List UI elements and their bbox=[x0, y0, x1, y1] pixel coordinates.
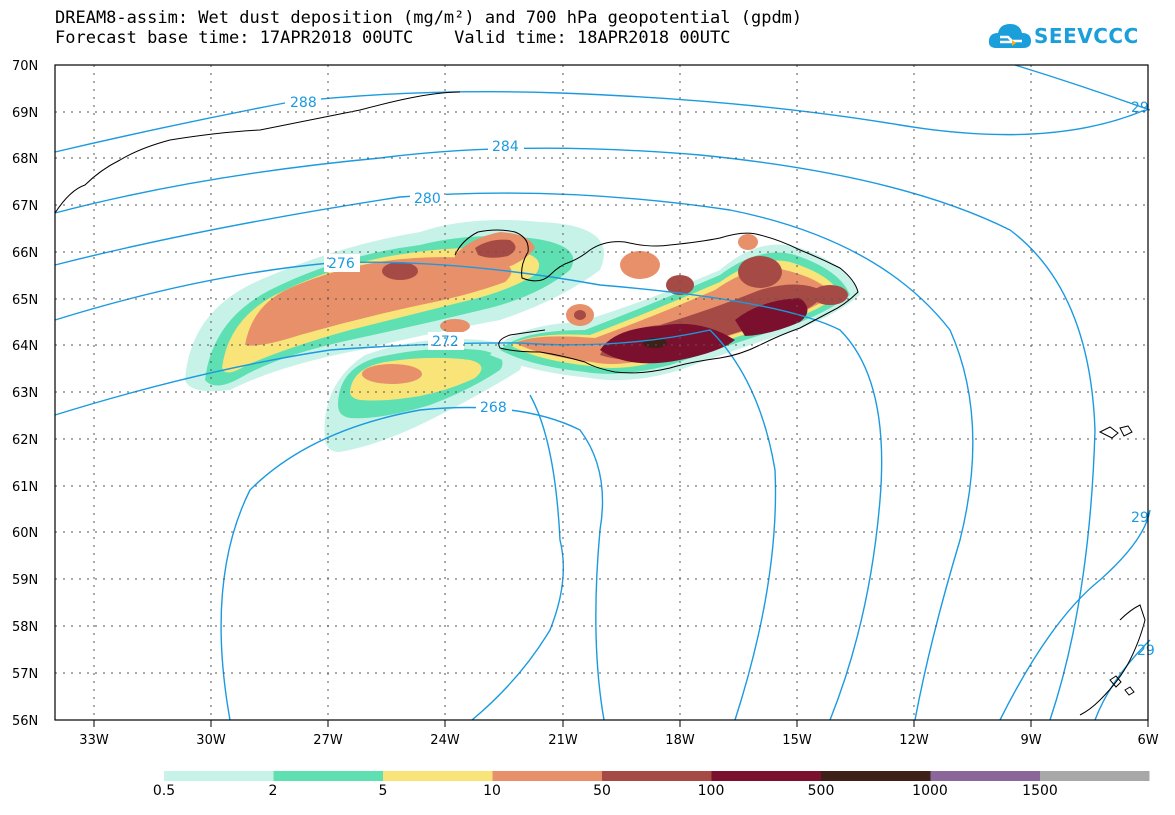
tick-marks bbox=[93, 720, 1149, 727]
lon-label: 30W bbox=[196, 733, 226, 748]
colorbar-label: 10 bbox=[483, 783, 501, 799]
colorbar-label: 500 bbox=[807, 783, 835, 799]
chart-title: DREAM8-assim: Wet dust deposition (mg/m²… bbox=[55, 8, 803, 28]
dust-area-nw-small bbox=[738, 234, 758, 250]
contour-288 bbox=[54, 90, 1146, 153]
grid-lines bbox=[55, 65, 1148, 720]
colorbar-swatch bbox=[273, 771, 383, 781]
lon-label: 18W bbox=[665, 733, 695, 748]
contour-label: 29 bbox=[1137, 643, 1155, 659]
colorbar-swatch bbox=[930, 771, 1040, 781]
colorbar-swatch bbox=[821, 771, 931, 781]
lat-label: 65N bbox=[12, 293, 38, 308]
contour-label: 284 bbox=[492, 139, 519, 155]
dust-area-orange bbox=[245, 257, 512, 346]
logo-text: SEEVCCC bbox=[1034, 24, 1139, 48]
map-frame bbox=[54, 64, 1149, 721]
lat-label: 69N bbox=[12, 106, 38, 121]
lat-label: 68N bbox=[12, 152, 38, 167]
dust-area-iceland-maroon2 bbox=[735, 298, 808, 336]
lat-label: 60N bbox=[12, 526, 38, 541]
contour-label: 276 bbox=[328, 256, 355, 272]
lon-label: 21W bbox=[548, 733, 578, 748]
contour-272 bbox=[54, 329, 777, 721]
dust-area-small-dark bbox=[574, 310, 586, 320]
coastlines bbox=[54, 91, 1146, 716]
contour-label: 272 bbox=[432, 334, 459, 350]
lat-label: 62N bbox=[12, 433, 38, 448]
scotland-islands bbox=[1109, 675, 1135, 696]
contour-labels: 288 284 280 276 272 268 29 29 29 bbox=[285, 93, 1155, 659]
lon-label: 15W bbox=[782, 733, 812, 748]
colorbar-swatch bbox=[492, 771, 602, 781]
longitude-labels: 33W 30W 27W 24W 21W 18W 15W 12W 9W 6W bbox=[79, 733, 1158, 748]
lon-label: 12W bbox=[899, 733, 929, 748]
contour-ne bbox=[1014, 64, 1151, 111]
dust-area-westfjord-dark bbox=[475, 239, 516, 258]
lat-label: 70N bbox=[12, 59, 38, 74]
contour-label: 288 bbox=[290, 95, 317, 111]
contour-se-2 bbox=[1094, 639, 1151, 721]
lat-label: 57N bbox=[12, 667, 38, 682]
lat-label: 67N bbox=[12, 199, 38, 214]
iceland-coast bbox=[454, 229, 859, 374]
contour-276 bbox=[54, 261, 883, 721]
dust-area-south-orange bbox=[362, 364, 422, 384]
colorbar bbox=[164, 771, 1150, 781]
colorbar-label: 5 bbox=[378, 783, 388, 799]
colorbar-swatch bbox=[164, 771, 274, 781]
lat-label: 63N bbox=[12, 386, 38, 401]
colorbar-label: 0.5 bbox=[152, 783, 176, 799]
colorbar-label: 100 bbox=[697, 783, 725, 799]
contour-label: 280 bbox=[414, 191, 441, 207]
contour-284 bbox=[54, 147, 1096, 721]
dust-area-brown bbox=[382, 262, 418, 280]
contour-label: 268 bbox=[480, 400, 507, 416]
chart-subtitle: Forecast base time: 17APR2018 00UTC Vali… bbox=[55, 28, 731, 48]
lat-label: 56N bbox=[12, 714, 38, 729]
lat-label: 61N bbox=[12, 480, 38, 495]
dust-area-north-blob2 bbox=[666, 275, 694, 295]
dust-area-south-orange2 bbox=[440, 319, 470, 333]
colorbar-label: 1000 bbox=[912, 783, 948, 799]
contour-264 bbox=[471, 394, 564, 721]
dust-area-iceland-orange bbox=[515, 268, 832, 364]
colorbar-swatch bbox=[383, 771, 493, 781]
norway-coast bbox=[1079, 604, 1146, 716]
dust-area-ne-blob bbox=[738, 256, 782, 288]
lon-label: 9W bbox=[1020, 733, 1041, 748]
colorbar-swatch bbox=[711, 771, 821, 781]
lon-label: 27W bbox=[313, 733, 343, 748]
lat-label: 66N bbox=[12, 246, 38, 261]
seevccc-logo: SEEVCCC bbox=[988, 20, 1138, 56]
geopotential-contours bbox=[54, 64, 1151, 721]
greenland-coast bbox=[54, 91, 461, 214]
contour-se-1 bbox=[999, 509, 1151, 721]
lon-label: 6W bbox=[1137, 733, 1158, 748]
colorbar-swatch bbox=[1040, 771, 1150, 781]
lat-label: 64N bbox=[12, 339, 38, 354]
colorbar-label: 1500 bbox=[1022, 783, 1058, 799]
faroe-coast bbox=[1098, 425, 1133, 439]
cloud-logo-icon bbox=[988, 24, 1031, 48]
colorbar-label: 50 bbox=[593, 783, 611, 799]
contour-280 bbox=[54, 192, 974, 721]
colorbar-label: 2 bbox=[268, 783, 278, 799]
contour-label: 29 bbox=[1131, 100, 1149, 116]
colorbar-swatch bbox=[602, 771, 712, 781]
dust-area-east-blob bbox=[812, 285, 848, 305]
latitude-labels: 70N 69N 68N 67N 66N 65N 64N 63N 62N 61N … bbox=[12, 59, 38, 729]
dust-area-north-blob bbox=[620, 251, 660, 279]
contour-268 bbox=[220, 406, 605, 721]
lat-label: 59N bbox=[12, 573, 38, 588]
dust-area-iceland-maroon bbox=[600, 323, 735, 364]
contour-label: 29 bbox=[1131, 510, 1149, 526]
dust-shading bbox=[185, 219, 860, 452]
lon-label: 24W bbox=[430, 733, 460, 748]
lat-label: 58N bbox=[12, 620, 38, 635]
lon-label: 33W bbox=[79, 733, 109, 748]
